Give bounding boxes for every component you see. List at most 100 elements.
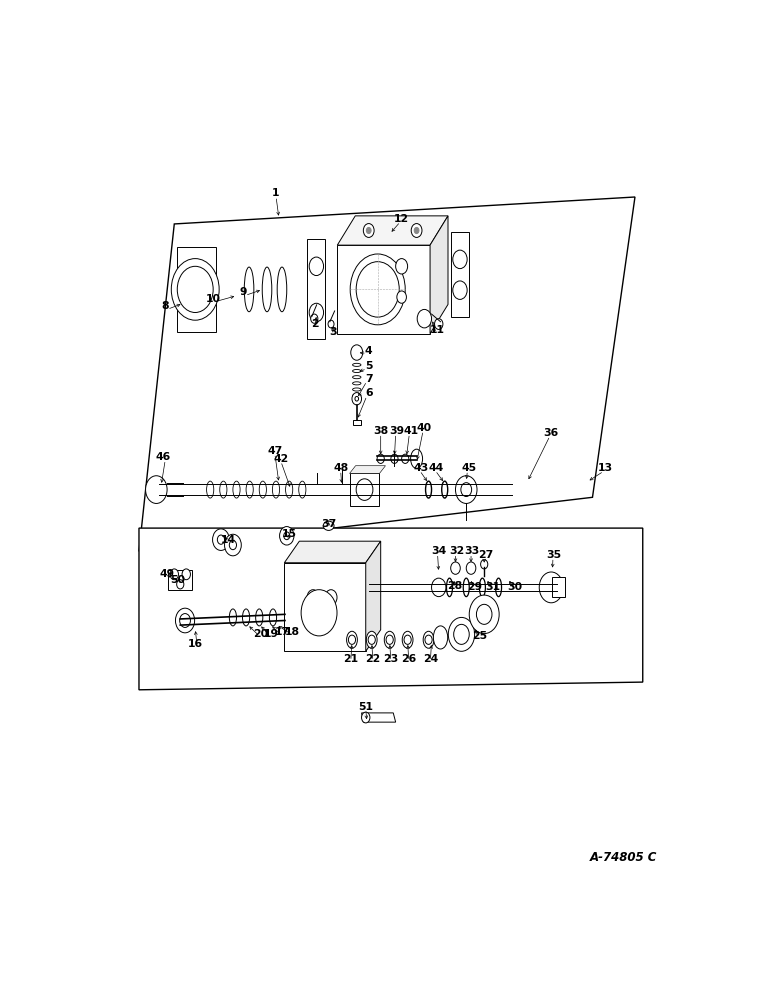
Text: 49: 49 [160,569,174,579]
Circle shape [451,562,460,574]
Text: 12: 12 [394,214,409,224]
Text: 29: 29 [467,582,482,592]
Circle shape [361,712,370,723]
Circle shape [348,635,356,644]
Polygon shape [337,216,448,245]
Text: 21: 21 [344,654,358,664]
Text: 33: 33 [465,546,480,556]
Text: 17: 17 [274,627,290,637]
Text: 5: 5 [365,361,372,371]
Circle shape [350,254,405,325]
Circle shape [455,476,477,503]
Circle shape [146,476,167,503]
Text: 37: 37 [321,519,337,529]
Circle shape [355,396,358,401]
Text: 36: 36 [543,428,559,438]
Polygon shape [361,713,396,722]
Circle shape [279,527,294,545]
Text: 22: 22 [365,654,381,664]
Circle shape [356,262,399,317]
Circle shape [177,580,184,589]
Circle shape [180,614,191,627]
Circle shape [284,532,290,540]
Text: 46: 46 [156,452,171,462]
Circle shape [432,578,446,597]
Text: 45: 45 [461,463,476,473]
Text: 26: 26 [401,654,416,664]
Circle shape [175,608,195,633]
Circle shape [325,590,337,605]
Circle shape [466,562,476,574]
FancyBboxPatch shape [350,473,380,506]
Ellipse shape [433,626,448,649]
Text: 39: 39 [389,426,405,436]
Text: 15: 15 [282,529,296,539]
Ellipse shape [323,521,334,530]
Text: 43: 43 [413,463,428,473]
Circle shape [476,604,492,624]
Text: 30: 30 [508,582,523,592]
Text: 23: 23 [383,654,398,664]
Circle shape [316,613,328,628]
Circle shape [356,479,373,500]
Text: 19: 19 [264,629,279,639]
Text: 8: 8 [161,301,169,311]
Circle shape [469,595,499,634]
Circle shape [171,259,219,320]
Text: 1: 1 [273,188,279,198]
Polygon shape [284,541,381,563]
Ellipse shape [367,631,377,648]
Circle shape [367,227,371,234]
Circle shape [310,303,323,322]
Text: 50: 50 [170,575,185,585]
Circle shape [377,454,384,463]
Circle shape [417,309,432,328]
Circle shape [225,534,242,556]
Circle shape [170,569,178,580]
Circle shape [182,569,191,580]
Circle shape [178,266,213,312]
Text: 28: 28 [447,581,462,591]
Text: 14: 14 [221,535,235,545]
Circle shape [301,590,337,636]
Circle shape [368,635,375,644]
Text: 11: 11 [430,325,445,335]
Circle shape [453,250,467,269]
Text: A-74805 C: A-74805 C [589,851,657,864]
Polygon shape [307,239,325,339]
Circle shape [415,227,419,234]
Text: 42: 42 [273,454,289,464]
Ellipse shape [423,631,434,648]
Circle shape [397,291,406,303]
Circle shape [212,529,229,550]
Circle shape [540,572,564,603]
Circle shape [364,224,374,237]
Circle shape [328,320,334,328]
FancyBboxPatch shape [353,420,361,425]
Text: 35: 35 [547,550,562,560]
Text: 3: 3 [329,327,337,337]
Text: 38: 38 [373,426,388,436]
Circle shape [404,635,411,644]
Circle shape [401,454,409,463]
Ellipse shape [402,631,413,648]
Polygon shape [178,247,216,332]
Text: 51: 51 [358,702,373,712]
Polygon shape [139,528,643,690]
Ellipse shape [384,631,395,648]
Circle shape [454,624,469,644]
Polygon shape [168,570,192,590]
Text: 25: 25 [472,631,487,641]
Polygon shape [451,232,469,317]
Text: 20: 20 [253,629,269,639]
Circle shape [425,635,432,644]
Circle shape [396,259,408,274]
Text: 44: 44 [428,463,444,473]
Text: 32: 32 [449,546,464,556]
Circle shape [352,393,361,405]
Text: 4: 4 [365,346,373,356]
Polygon shape [350,466,385,473]
Circle shape [453,281,467,299]
Text: 40: 40 [417,423,432,433]
Text: 41: 41 [403,426,418,436]
